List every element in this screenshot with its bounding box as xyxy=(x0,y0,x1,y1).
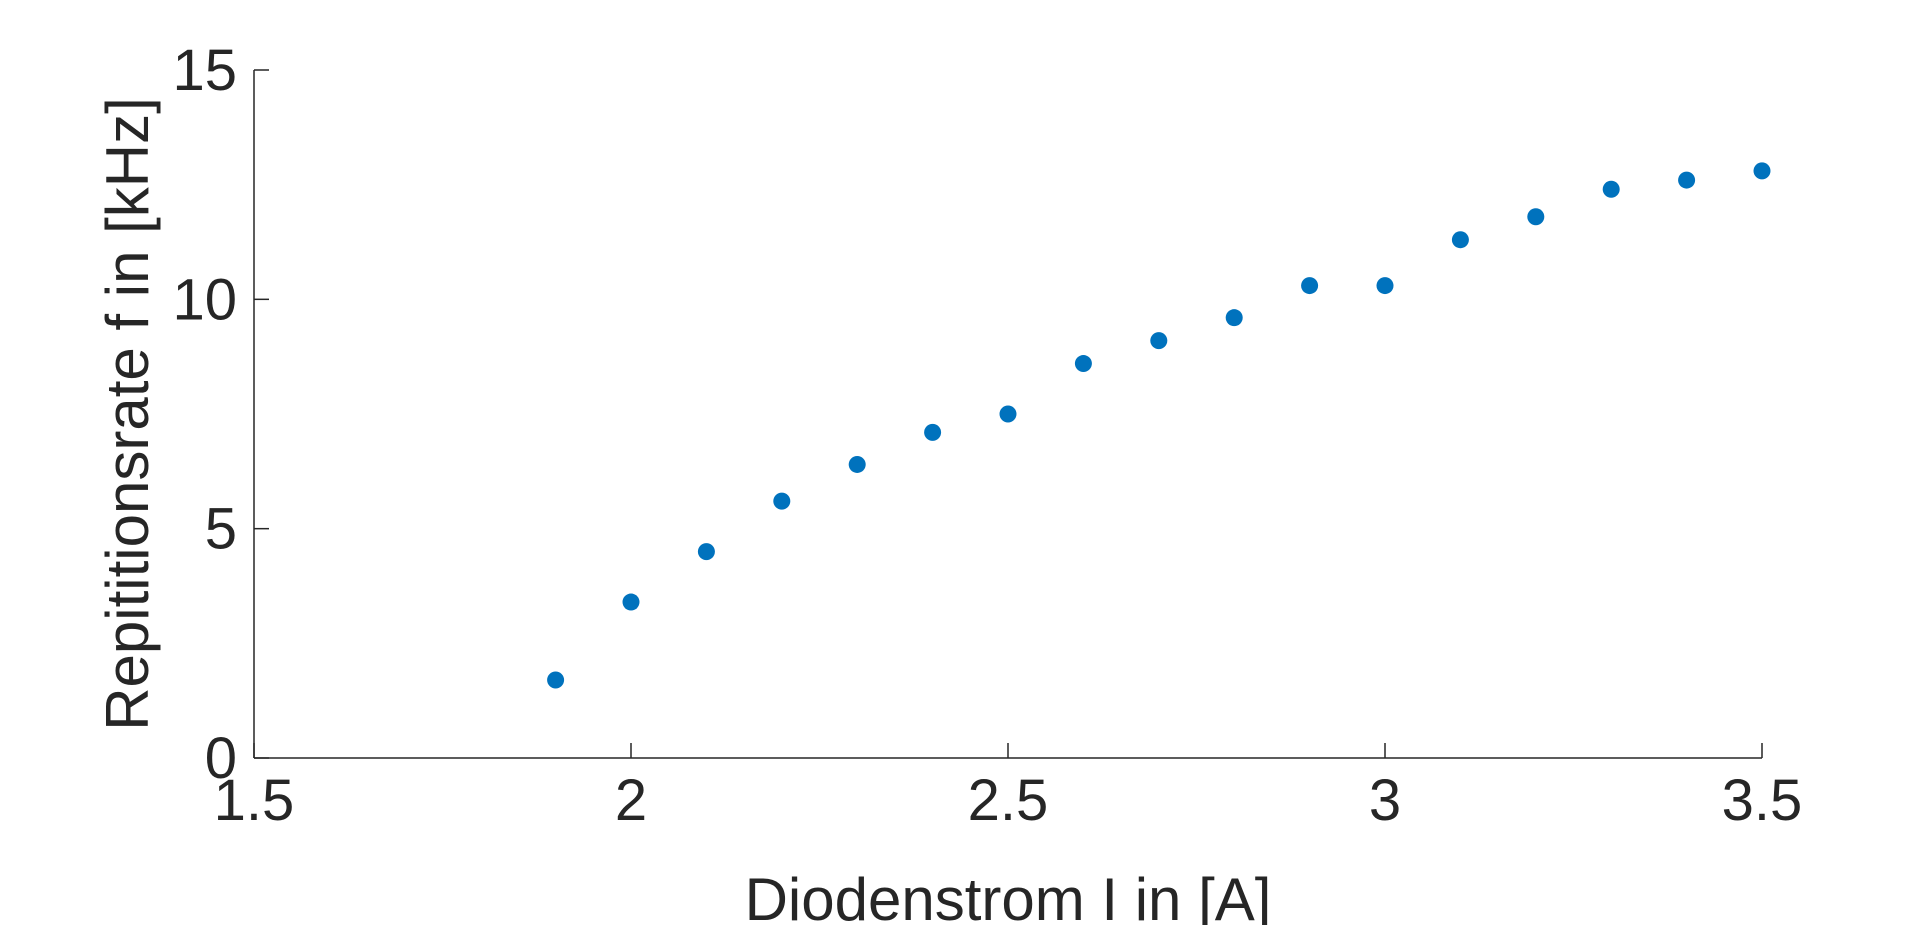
y-tick-label: 10 xyxy=(172,267,237,332)
plot-area: 1.5 2 2.5 3 3.5 0 5 10 15 xyxy=(172,38,1802,833)
data-point xyxy=(1376,277,1394,295)
x-tick-label: 3.5 xyxy=(1722,768,1803,833)
data-point xyxy=(1678,171,1696,189)
x-axis-label: Diodenstrom I in [A] xyxy=(745,866,1272,925)
x-tick-label: 1.5 xyxy=(214,768,295,833)
data-point xyxy=(924,423,942,441)
data-point xyxy=(1301,277,1319,295)
x-tick-label: 2.5 xyxy=(968,768,1049,833)
x-tick-label: 2 xyxy=(615,768,647,833)
y-axis-label: Repititionsrate f in [kHz] xyxy=(94,97,161,731)
data-point xyxy=(1602,180,1620,198)
data-points xyxy=(547,162,1771,689)
data-point xyxy=(1753,162,1771,180)
data-point xyxy=(547,671,565,689)
y-axis-ticks: 0 5 10 15 xyxy=(172,38,269,791)
y-tick-label: 5 xyxy=(205,497,237,562)
data-point xyxy=(1074,355,1092,373)
x-axis-ticks: 1.5 2 2.5 3 3.5 xyxy=(214,743,1803,833)
data-point xyxy=(1225,309,1243,327)
data-point xyxy=(999,405,1017,423)
y-tick-label: 0 xyxy=(205,726,237,791)
x-tick-label: 3 xyxy=(1369,768,1401,833)
data-point xyxy=(697,543,715,561)
data-point xyxy=(773,492,791,510)
data-point xyxy=(1527,208,1545,226)
data-point xyxy=(848,455,866,473)
data-point xyxy=(1150,332,1168,350)
data-point xyxy=(1451,231,1469,249)
y-tick-label: 15 xyxy=(172,38,237,103)
data-point xyxy=(622,593,640,611)
